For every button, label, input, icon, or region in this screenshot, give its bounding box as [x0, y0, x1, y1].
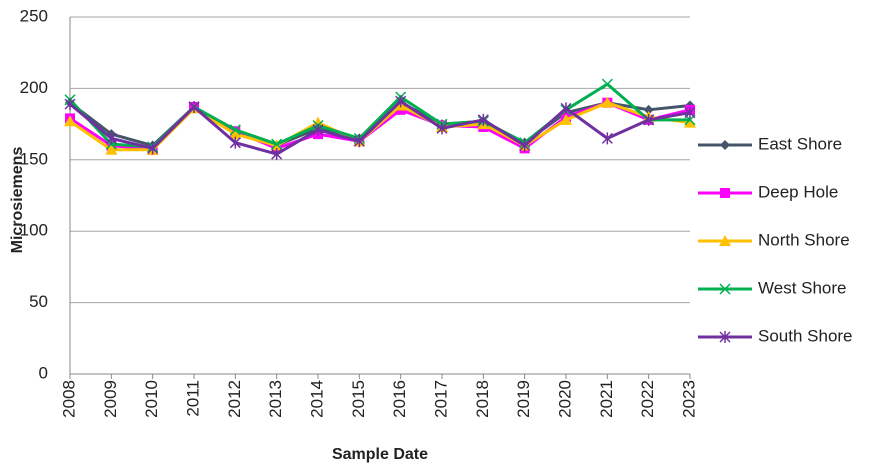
legend-label: East Shore — [758, 134, 842, 153]
x-tick-label: 2010 — [142, 380, 161, 418]
y-axis-label: Microsiemens — [9, 147, 26, 254]
x-tick-label: 2018 — [473, 380, 492, 418]
data-point — [477, 113, 489, 126]
legend-marker — [719, 331, 731, 343]
x-tick-label: 2013 — [266, 380, 285, 418]
data-point — [188, 100, 200, 113]
data-point — [643, 113, 655, 126]
x-tick-label: 2017 — [431, 380, 450, 418]
series-line — [69, 101, 691, 152]
x-tick-label: 2014 — [307, 380, 326, 418]
data-point — [147, 142, 159, 155]
data-point — [105, 132, 117, 145]
data-point — [436, 122, 448, 135]
data-point — [105, 143, 118, 155]
data-point — [601, 132, 613, 145]
x-tick-label: 2022 — [638, 380, 657, 418]
x-tick-label: 2008 — [59, 380, 78, 418]
x-tick-label: 2019 — [514, 380, 533, 418]
legend-marker — [720, 140, 730, 150]
legend-marker — [719, 283, 731, 295]
y-tick-label: 50 — [29, 292, 48, 311]
legend-marker — [719, 235, 731, 246]
data-point — [64, 115, 76, 127]
y-tick-label: 150 — [20, 149, 48, 168]
y-tick-label: 200 — [20, 78, 48, 97]
data-point — [64, 98, 76, 111]
x-tick-label: 2020 — [555, 380, 574, 418]
x-tick-label: 2015 — [349, 380, 368, 418]
data-point — [395, 95, 407, 108]
legend-label: Deep Hole — [758, 182, 838, 201]
x-tick-label: 2023 — [679, 380, 698, 418]
data-point — [684, 106, 696, 119]
data-point — [601, 78, 613, 90]
x-tick-label: 2011 — [183, 380, 202, 417]
data-point — [643, 104, 654, 115]
data-point — [560, 113, 572, 125]
y-tick-label: 100 — [20, 221, 48, 240]
x-tick-label: 2021 — [597, 380, 616, 418]
data-point — [271, 138, 283, 150]
data-point — [271, 148, 283, 161]
y-tick-label: 0 — [39, 363, 48, 382]
data-point — [229, 136, 241, 149]
legend-label: West Shore — [758, 278, 847, 297]
data-point — [684, 116, 696, 128]
y-tick-label: 250 — [20, 6, 48, 25]
x-axis-label: Sample Date — [332, 446, 428, 463]
data-point — [312, 123, 324, 136]
data-point — [229, 128, 242, 140]
x-tick-label: 2016 — [390, 380, 409, 418]
x-tick-label: 2009 — [101, 380, 120, 418]
legend-label: North Shore — [758, 230, 850, 249]
data-point — [229, 124, 241, 136]
legend-marker — [720, 188, 730, 198]
data-point — [353, 135, 365, 148]
series-line — [69, 99, 691, 156]
data-point — [601, 96, 614, 108]
data-point — [519, 139, 531, 152]
legend-label: South Shore — [758, 326, 853, 345]
x-tick-label: 2012 — [225, 380, 244, 418]
data-point — [560, 102, 572, 115]
